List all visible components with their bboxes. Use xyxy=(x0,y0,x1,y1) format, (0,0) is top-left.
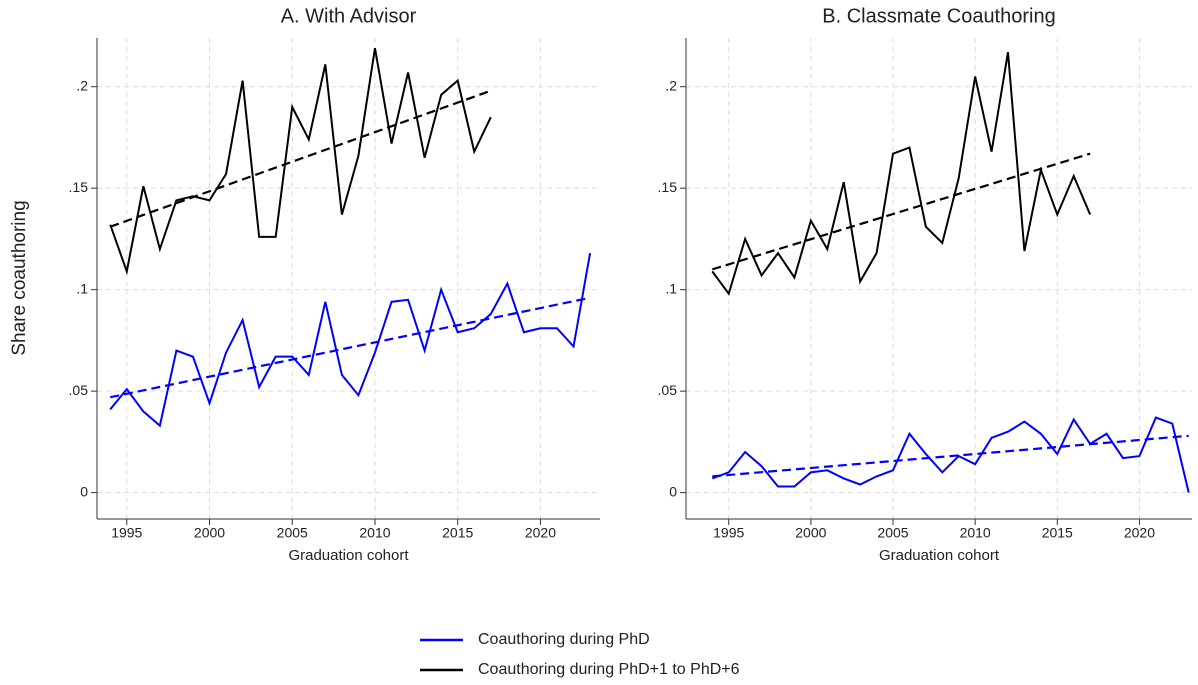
x-tick-label: 2000 xyxy=(194,525,225,541)
x-tick-label: 2015 xyxy=(442,525,473,541)
data-line xyxy=(109,47,492,276)
y-tick-label: .15 xyxy=(658,179,678,195)
chart-title: A. With Advisor xyxy=(281,5,417,27)
data-line xyxy=(711,52,1092,296)
y-tick-label: .1 xyxy=(76,280,88,296)
x-tick-label: 1995 xyxy=(713,525,744,541)
chart-title: B. Classmate Coauthoring xyxy=(822,5,1055,27)
y-tick-label: .1 xyxy=(665,280,677,296)
data-line xyxy=(109,252,592,428)
y-tick-label: .05 xyxy=(658,382,678,398)
y-tick-label: .2 xyxy=(665,77,677,93)
x-tick-label: 2010 xyxy=(960,525,991,541)
x-axis-label: Graduation cohort xyxy=(288,547,409,564)
y-tick-label: 0 xyxy=(80,483,88,499)
x-tick-label: 2005 xyxy=(277,525,308,541)
x-axis-label: Graduation cohort xyxy=(879,547,1000,564)
x-tick-label: 2000 xyxy=(795,525,826,541)
x-tick-label: 2015 xyxy=(1042,525,1073,541)
legend-label: Coauthoring during PhD xyxy=(478,631,650,648)
data-line xyxy=(711,416,1190,493)
y-tick-label: .2 xyxy=(76,77,88,93)
legend-label: Coauthoring during PhD+1 to PhD+6 xyxy=(478,661,740,678)
fit-line xyxy=(712,434,1189,478)
fit-line xyxy=(711,152,1091,271)
x-tick-label: 2005 xyxy=(877,525,908,541)
x-tick-label: 1995 xyxy=(111,525,142,541)
x-tick-label: 2010 xyxy=(359,525,390,541)
y-tick-label: .05 xyxy=(69,382,89,398)
x-tick-label: 2020 xyxy=(1124,525,1155,541)
y-tick-label: .15 xyxy=(69,179,89,195)
fit-line xyxy=(109,89,492,228)
x-tick-label: 2020 xyxy=(525,525,556,541)
y-tick-label: 0 xyxy=(669,483,677,499)
fit-line xyxy=(110,296,591,399)
y-axis-label: Share coauthoring xyxy=(9,200,30,355)
